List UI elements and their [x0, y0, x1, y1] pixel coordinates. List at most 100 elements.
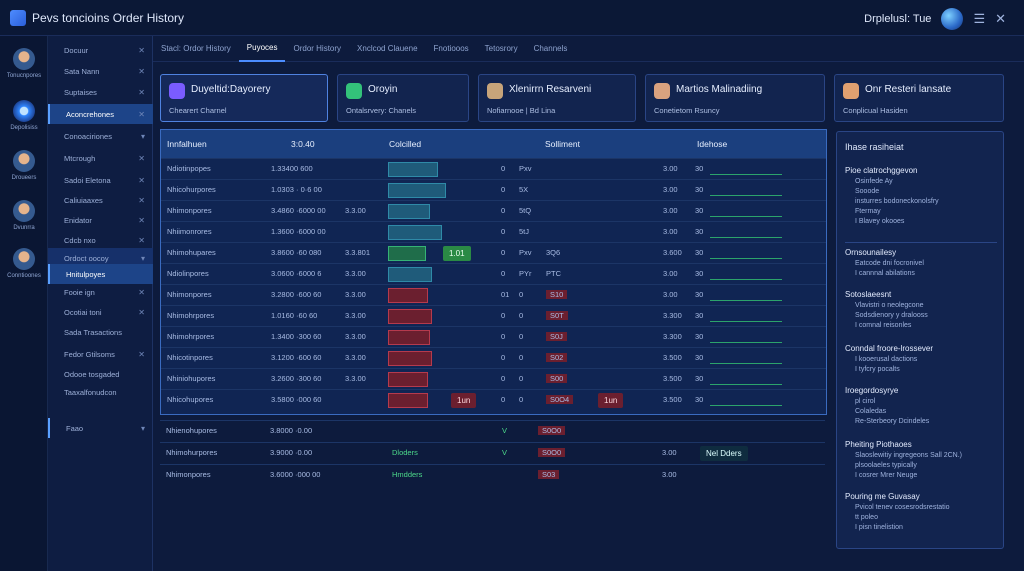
status-bar	[388, 225, 442, 240]
row-amount: 1.0303 · 0·6 00	[271, 185, 322, 194]
chevron-down-icon[interactable]: ▾	[140, 131, 145, 141]
table-row[interactable]: Nhimonpores 3.2800 ·600 60 3.3.00 01 0 S…	[161, 284, 826, 305]
table-row[interactable]: Nhimonpores 3.4860 ·6000 00 3.3.00 0 5tQ…	[161, 200, 826, 221]
sidebar-item[interactable]: Conoaciriones ▾	[48, 126, 153, 146]
column-header[interactable]: 3:0.40	[291, 139, 315, 149]
column-header[interactable]: Solliment	[545, 139, 580, 149]
status-bar	[388, 372, 428, 387]
row-name: Nhimohrpores	[167, 311, 215, 320]
close-icon[interactable]: ✕	[138, 87, 145, 97]
sidebar-item-label: Caliuiaaxes	[64, 195, 103, 205]
channel-card[interactable]: Onr Resteri lansate Conplicual Hasiden	[834, 74, 1004, 122]
close-icon[interactable]: ✕	[138, 195, 145, 205]
table-row[interactable]: Nhimohupares 3.8600 ·60 080 3.3.801 1.01…	[161, 242, 826, 263]
sidebar-item[interactable]: Suptaises ✕	[48, 82, 153, 102]
close-icon[interactable]: ✕	[138, 66, 145, 76]
chevron-down-icon[interactable]: ▾	[140, 423, 145, 433]
table-row[interactable]: Nhimonpores 3.6000 ·000 00 Hmdders S03 3…	[160, 464, 825, 485]
close-icon[interactable]: ✕	[138, 287, 145, 297]
tab-order-history[interactable]: Ordor History	[293, 44, 342, 53]
sidebar-group[interactable]: Ordoct oocoy ▾	[48, 248, 153, 268]
close-icon[interactable]: ✕	[138, 235, 145, 245]
tab-channels[interactable]: Channels	[533, 44, 568, 53]
table-row[interactable]: Nhiniohupores 3.2600 ·300 60 3.3.00 0 0 …	[161, 368, 826, 389]
column-header[interactable]: Innfalhuen	[167, 139, 207, 149]
row-value: 3.00	[663, 206, 678, 215]
column-header[interactable]: Idehose	[697, 139, 728, 149]
table-row[interactable]: Nhienohupores 3.8000 ·0.00 V S0O0	[160, 420, 825, 441]
close-icon[interactable]: ✕	[138, 349, 145, 359]
sidebar-item[interactable]: Cdcb nxo ✕	[48, 230, 153, 250]
panel-section: Ornsounailesy Eatcode dni focronivel I ca…	[845, 248, 1001, 279]
sidebar-item[interactable]: Sata Nann ✕	[48, 61, 153, 81]
panel-section-heading: Pheiting Piothaoes	[845, 440, 912, 449]
table-row[interactable]: Ndiotinpopes 1.33400 600 0 Pxv 3.00 30	[161, 158, 826, 179]
sidebar-item-active[interactable]: Hnitulpoyes	[48, 264, 153, 284]
rail-item[interactable]: Tonucnpores	[0, 48, 48, 79]
close-icon[interactable]: ✕	[138, 153, 145, 163]
column-header[interactable]: Colcilled	[389, 139, 422, 149]
chevron-down-icon[interactable]: ▾	[140, 253, 145, 263]
sparkline	[710, 310, 782, 322]
card-title: Xlenirrn Resarveni	[509, 84, 592, 95]
sidebar-item[interactable]: Odooe tosgaded	[48, 364, 153, 384]
avatar[interactable]	[941, 8, 964, 30]
avatar	[654, 83, 670, 99]
table-row[interactable]: Nhicohurpores 1.0303 · 0·6 00 0 5X 3.00 …	[161, 179, 826, 200]
table-row[interactable]: Nhimohurpores 3.9000 ·0.00 Dloders V S0O…	[160, 442, 825, 463]
tab-functions[interactable]: Fnotiooos	[433, 44, 469, 53]
sidebar-item[interactable]: Ocotiai toni ✕	[48, 302, 153, 322]
menu-icon[interactable]: ☰	[973, 11, 986, 26]
table-row[interactable]: Ndiolinpores 3.0600 ·6000 6 3.3.00 0 PYr…	[161, 263, 826, 284]
row-code: S0O0	[538, 426, 566, 435]
channel-card[interactable]: Duyeltid:Dayorery Chearert Charnel	[160, 74, 328, 122]
close-icon[interactable]: ✕	[138, 175, 145, 185]
row-name: Nhimonpores	[167, 290, 212, 299]
table-row[interactable]: Nhimohrpores 1.3400 ·300 60 3.3.00 0 0 S…	[161, 326, 826, 347]
table-row[interactable]: Nhiimonrores 1.3600 ·6000 00 0 5tJ 3.00 …	[161, 221, 826, 242]
close-icon[interactable]: ✕	[138, 307, 145, 317]
sidebar-item[interactable]: Fooie ign ✕	[48, 282, 153, 302]
sidebar-item[interactable]: Mtcrough ✕	[48, 148, 153, 168]
close-icon[interactable]: ✕	[138, 215, 145, 225]
table-row[interactable]: Nhicotinpores 3.1200 ·600 60 3.3.00 0 0 …	[161, 347, 826, 368]
sidebar-item[interactable]: Taaxalfonudcon	[48, 382, 153, 402]
sidebar-item[interactable]: Faao ▾	[48, 418, 153, 438]
panel-line: Sodsdienory y dralooss	[855, 312, 928, 319]
close-icon[interactable]: ✕	[995, 11, 1006, 26]
tab-cancelled[interactable]: Xnclcod Clauene	[357, 44, 418, 53]
row-col2: 0	[501, 269, 506, 278]
user-name: Drplelusl: Tue	[864, 13, 932, 25]
panel-line: I cannnal abilations	[855, 270, 915, 277]
row-value-2: 30	[695, 185, 704, 194]
sparkline	[710, 394, 782, 406]
sidebar-item[interactable]: Fedor Gtilsoms ✕	[48, 344, 153, 364]
sidebar-item[interactable]: Enidator ✕	[48, 210, 153, 230]
table-row[interactable]: Nhimohrpores 1.0160 ·60 60 3.3.00 0 0 S0…	[161, 305, 826, 326]
row-value: 3.500	[663, 374, 682, 383]
close-icon[interactable]: ✕	[138, 109, 145, 119]
close-icon[interactable]: ✕	[138, 45, 145, 55]
rail-item[interactable]: Dvunrra	[0, 200, 48, 231]
rail-item[interactable]: Depolisiss	[0, 100, 48, 131]
tab-order-history-stack[interactable]: Stacl: Ordor History	[161, 44, 231, 53]
tab-history[interactable]: Tetosrory	[484, 44, 518, 53]
table-row[interactable]: Nhicohupores 3.5800 ·000 60 1un 0 0 S0O4…	[161, 389, 826, 410]
sidebar-item[interactable]: Docuur ✕	[48, 40, 153, 60]
row-amount: 3.2800 ·600 60	[271, 290, 322, 299]
table-header: Innfalhuen 3:0.40 Colcilled Solliment Id…	[161, 130, 826, 158]
avatar	[13, 150, 35, 172]
sidebar-item[interactable]: Sada Trasactions	[48, 322, 153, 342]
sidebar-item[interactable]: Sadoi Eletona ✕	[48, 170, 153, 190]
rail-item[interactable]: Droueers	[0, 150, 48, 181]
row-value: 3.00	[663, 290, 678, 299]
channel-card[interactable]: Xlenirrn Resarveni Nofiarnooe | Bd Lina	[478, 74, 636, 122]
sidebar-item[interactable]: Caliuiaaxes ✕	[48, 190, 153, 210]
channel-card[interactable]: Martios Malinadiing Conetietom Rsuncy	[645, 74, 825, 122]
row-col3: Pxv	[519, 164, 532, 173]
sidebar-item-active[interactable]: Aconcrehones ✕	[48, 104, 153, 124]
rail-item[interactable]: Conntioones	[0, 248, 48, 279]
left-rail: Tonucnpores Depolisiss Droueers Dvunrra …	[0, 36, 48, 571]
channel-card[interactable]: Oroyin Ontalsrvery: Chanels	[337, 74, 469, 122]
tab-purposes[interactable]: Puyoces	[238, 36, 286, 62]
